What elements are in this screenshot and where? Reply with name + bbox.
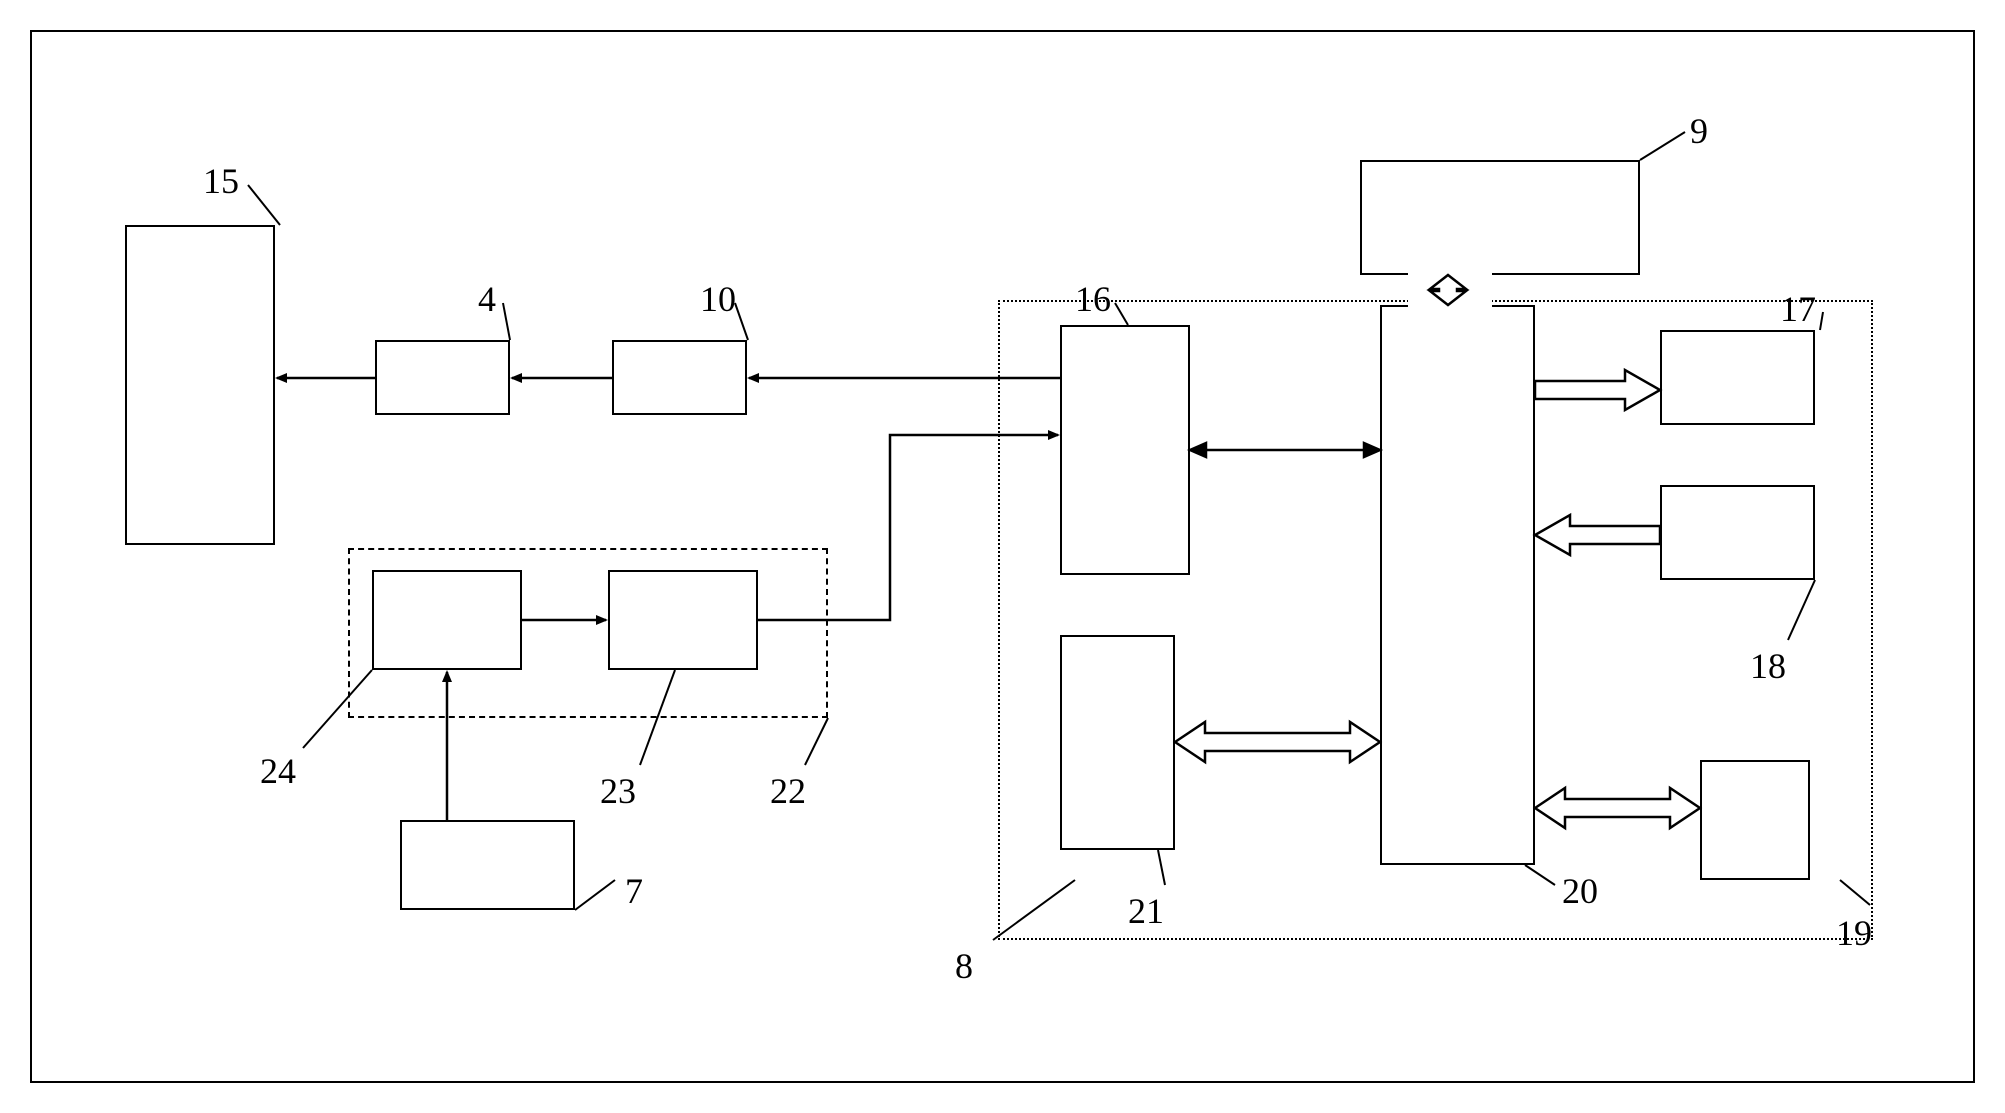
v-arrow-final	[0, 0, 2005, 1113]
block-diagram: 15 4 10 24 23 22 7 8 9 16 17 18 20 21 19	[0, 0, 2005, 1113]
